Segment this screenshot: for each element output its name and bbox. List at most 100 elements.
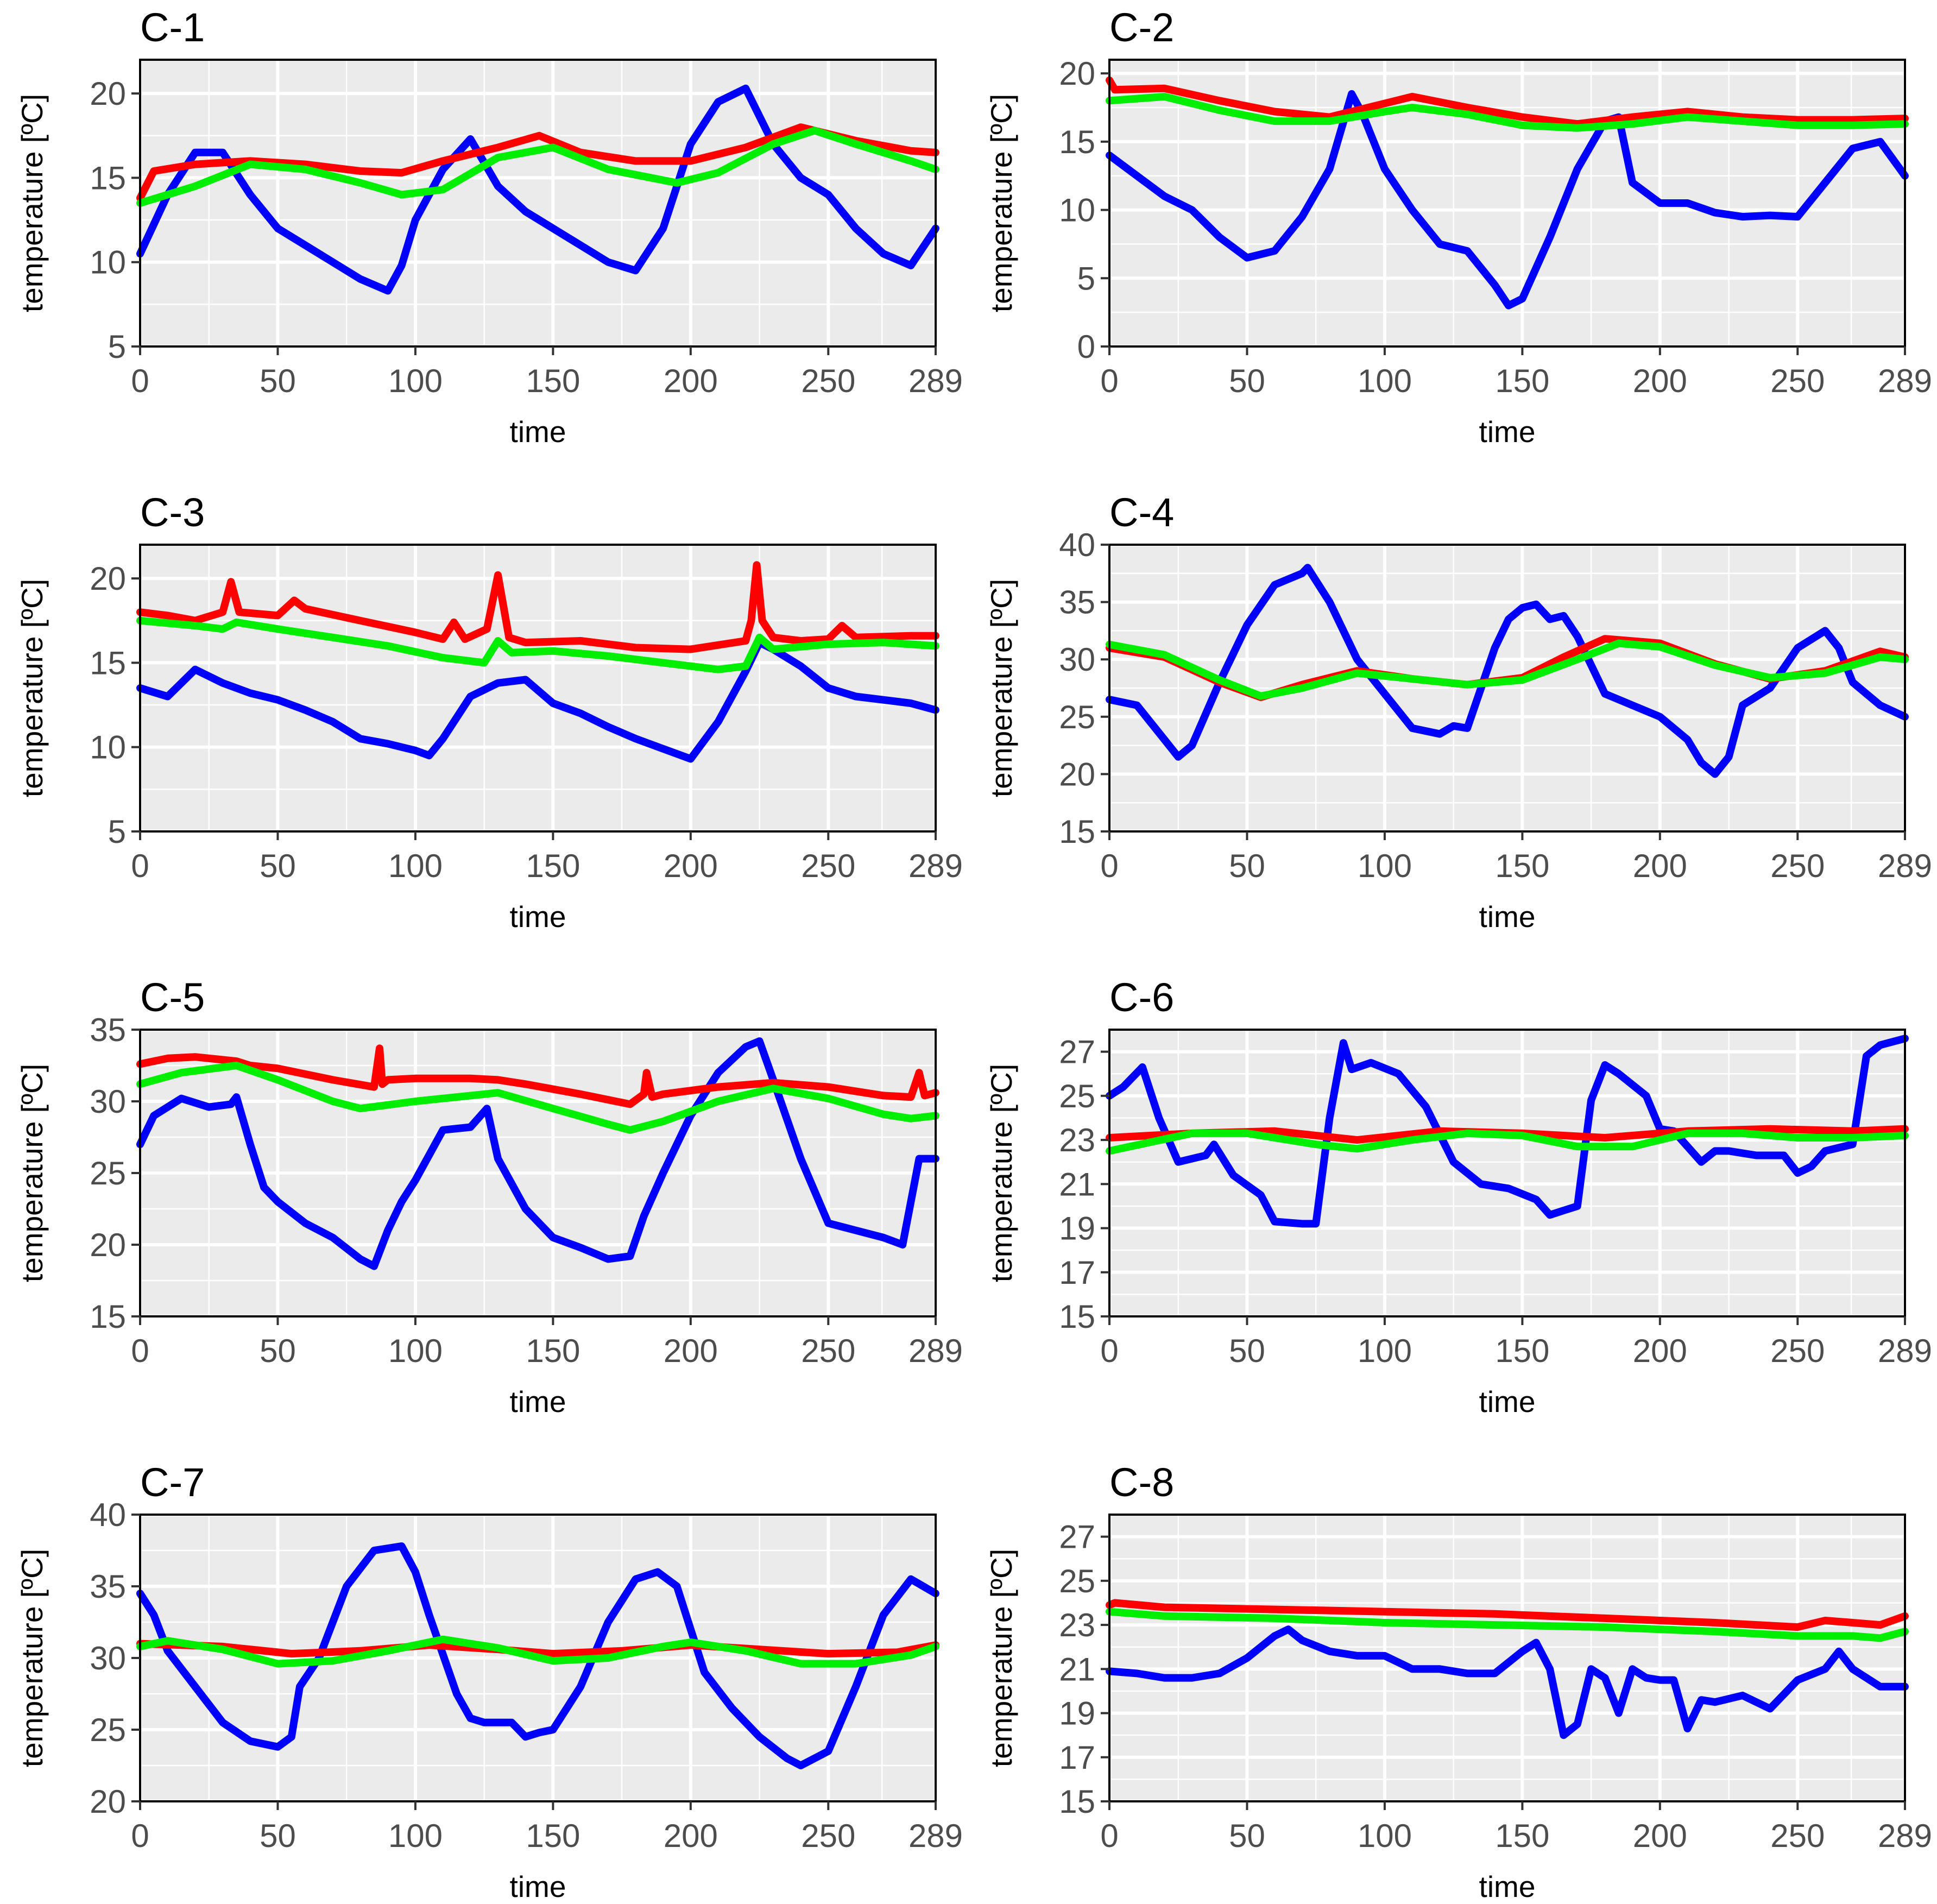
series-line-2	[1106, 639, 1909, 700]
x-tick-label: 150	[526, 1333, 580, 1369]
chart-panel: 0 50 100 150 200 250 289 15 20 25 30 35 C-5 time tempe…	[15, 975, 963, 1418]
y-tick-label: 30	[90, 1083, 126, 1120]
x-tick-label: 100	[388, 848, 443, 884]
y-tick-label: 20	[1059, 55, 1095, 92]
x-axis-label: time	[510, 415, 566, 449]
panel-title: C-6	[1109, 975, 1174, 1020]
chart-panel: 0 50 100 150 200 250 289 5 10 15 20 C-3 time temperat…	[15, 490, 963, 934]
plot-border	[1108, 1029, 1906, 1317]
series-line-2	[136, 1635, 939, 1668]
y-axis-label: temperature [ºC]	[15, 579, 49, 797]
chart-panel: 0 50 100 150 200 250 289 20 25 30 35 40 C-7 time tempe…	[15, 1460, 963, 1903]
x-tick-label: 50	[1229, 363, 1265, 399]
y-tick-label: 15	[1059, 124, 1095, 160]
x-axis-label: time	[1479, 1385, 1536, 1418]
x-tick-label: 289	[908, 1333, 963, 1369]
x-tick-label: 289	[908, 363, 963, 399]
x-tick-label: 289	[908, 848, 963, 884]
panel-title: C-4	[1109, 490, 1174, 535]
y-tick-label: 30	[90, 1640, 126, 1676]
chart-panel: 0 50 100 150 200 250 289 0 5 10 15 20 C-2 time tempera…	[985, 5, 1932, 449]
plot-background	[140, 60, 936, 346]
x-tick-label: 250	[1770, 363, 1825, 399]
y-tick-label: 25	[1059, 699, 1095, 735]
x-tick-label: 200	[664, 363, 718, 399]
y-tick-label: 19	[1059, 1211, 1095, 1247]
series-line-1	[136, 1044, 939, 1108]
y-tick-label: 40	[1059, 527, 1095, 563]
x-tick-label: 0	[1100, 1818, 1118, 1854]
x-tick-label: 250	[1770, 1818, 1825, 1854]
y-tick-label: 5	[108, 814, 126, 850]
x-tick-label: 50	[1229, 1818, 1265, 1854]
y-tick-label: 23	[1059, 1607, 1095, 1643]
y-tick-label: 19	[1059, 1695, 1095, 1732]
y-axis-label: temperature [ºC]	[15, 1064, 49, 1282]
y-tick-label: 10	[90, 729, 126, 766]
plot-background	[1109, 1030, 1905, 1316]
chart-panel: 0 50 100 150 200 250 289 15 17 19 21 23 25 27 C-8 time t…	[985, 1460, 1932, 1903]
x-tick-label: 250	[801, 848, 855, 884]
y-tick-label: 10	[90, 244, 126, 281]
panel-title: C-2	[1109, 5, 1174, 50]
x-tick-label: 150	[1495, 848, 1549, 884]
x-tick-label: 289	[1878, 848, 1932, 884]
x-tick-label: 200	[664, 1818, 718, 1854]
x-tick-label: 0	[131, 848, 149, 884]
x-axis-label: time	[1479, 1870, 1536, 1903]
x-tick-label: 100	[1358, 1333, 1412, 1369]
x-tick-label: 150	[1495, 1818, 1549, 1854]
chart-panel: 0 50 100 150 200 250 289 15 20 25 30 35 40 C-4 time tem…	[985, 490, 1932, 934]
y-tick-label: 35	[1059, 584, 1095, 621]
y-tick-label: 20	[1059, 756, 1095, 792]
series-line-2	[136, 1062, 939, 1134]
y-axis-label: temperature [ºC]	[15, 94, 49, 312]
x-tick-label: 100	[388, 1333, 443, 1369]
x-tick-label: 0	[131, 363, 149, 399]
y-tick-label: 25	[1059, 1563, 1095, 1599]
x-tick-label: 100	[1358, 1818, 1412, 1854]
series-line-2	[1106, 92, 1909, 132]
y-tick-label: 0	[1077, 329, 1095, 365]
x-tick-label: 0	[131, 1818, 149, 1854]
x-tick-label: 150	[526, 848, 580, 884]
x-tick-label: 50	[260, 363, 296, 399]
x-tick-label: 289	[908, 1818, 963, 1854]
y-tick-label: 25	[90, 1155, 126, 1191]
x-tick-label: 100	[388, 363, 443, 399]
series-line-0	[1106, 90, 1909, 310]
x-tick-label: 50	[260, 1333, 296, 1369]
plot-border	[1108, 59, 1906, 348]
x-tick-label: 150	[526, 363, 580, 399]
y-tick-label: 17	[1059, 1254, 1095, 1291]
series-line-0	[136, 639, 939, 763]
chart-panel: 0 50 100 150 200 250 289 5 10 15 20 C-1 time temperat…	[15, 5, 963, 449]
x-tick-label: 150	[526, 1818, 580, 1854]
y-axis-label: temperature [ºC]	[985, 1064, 1018, 1282]
x-tick-label: 250	[1770, 848, 1825, 884]
y-tick-label: 20	[90, 1227, 126, 1263]
y-axis-label: temperature [ºC]	[985, 94, 1018, 312]
x-tick-label: 289	[1878, 1818, 1932, 1854]
y-tick-label: 15	[90, 645, 126, 681]
series-line-1	[136, 561, 939, 653]
series-line-0	[136, 1542, 939, 1769]
series-line-2	[136, 127, 939, 207]
y-tick-label: 15	[1059, 814, 1095, 850]
x-axis-label: time	[510, 900, 566, 934]
x-tick-label: 250	[801, 1333, 855, 1369]
y-tick-label: 20	[90, 560, 126, 597]
y-tick-label: 21	[1059, 1166, 1095, 1202]
plot-border	[139, 544, 937, 833]
series-line-0	[136, 84, 939, 295]
x-tick-label: 150	[1495, 1333, 1549, 1369]
x-tick-label: 200	[1633, 1333, 1687, 1369]
y-tick-label: 17	[1059, 1739, 1095, 1776]
y-tick-label: 35	[90, 1568, 126, 1605]
x-tick-label: 150	[1495, 363, 1549, 399]
y-tick-label: 35	[90, 1012, 126, 1048]
y-tick-label: 15	[90, 160, 126, 196]
panel-title: C-3	[140, 490, 205, 535]
y-tick-label: 21	[1059, 1651, 1095, 1687]
